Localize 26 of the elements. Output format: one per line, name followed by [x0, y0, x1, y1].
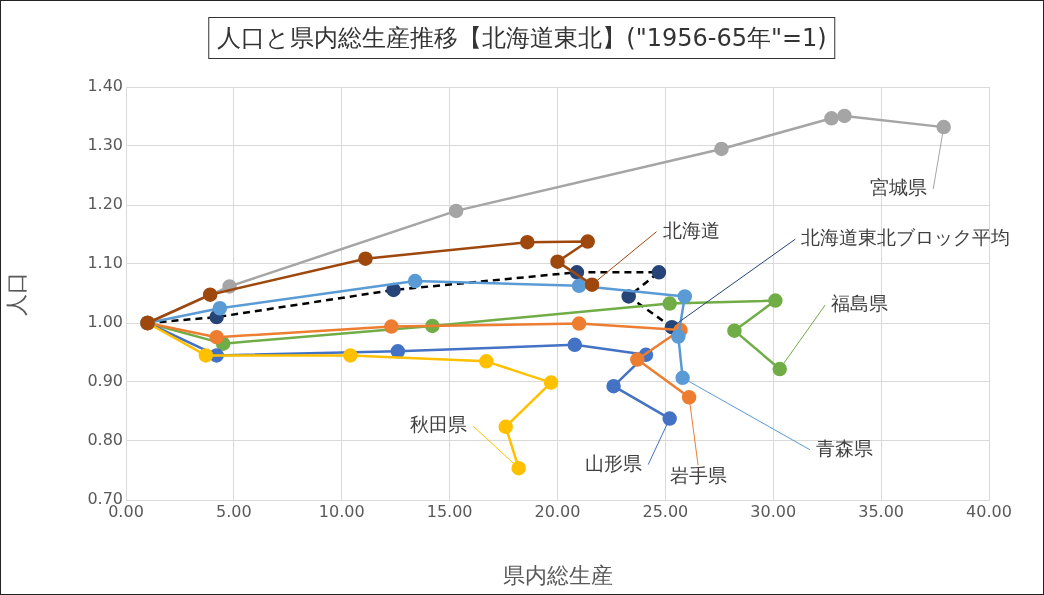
x-tick-label: 35.00 [858, 501, 905, 521]
x-axis-title: 県内総生産 [502, 562, 613, 588]
y-tick-label: 1.00 [87, 312, 123, 332]
y-tick-label: 0.90 [87, 371, 123, 391]
series-label: 山形県 [585, 451, 643, 474]
text: 岩手県 [669, 464, 727, 487]
text: 宮城県 [870, 176, 928, 199]
x-tick-label: 20.00 [534, 501, 581, 521]
x-tick-label: 10.00 [318, 501, 365, 521]
y-tick-label: 1.40 [87, 76, 123, 96]
y-tick-label: 1.30 [87, 135, 123, 155]
text: 青森県 [816, 436, 874, 459]
y-axis-title: 人口 [3, 271, 29, 316]
y-tick-label: 1.20 [87, 194, 123, 214]
y-tick-label: 0.80 [87, 430, 123, 450]
x-tick-label: 5.00 [216, 501, 252, 521]
y-tick-label: 1.10 [87, 253, 123, 273]
chart-title: 人口と県内総生産推移【北海道東北】("1956-65年"=1) [208, 17, 836, 59]
text: 北海道 [662, 218, 720, 241]
text: 福島県 [831, 291, 889, 314]
x-tick-label: 25.00 [642, 501, 689, 521]
x-tick-label: 40.00 [966, 501, 1012, 521]
x-tick-label: 15.00 [426, 501, 473, 521]
x-tick-label: 30.00 [750, 501, 797, 521]
text: 北海道東北ブロック平均 [801, 226, 1011, 249]
series-label: 秋田県 [410, 413, 468, 436]
